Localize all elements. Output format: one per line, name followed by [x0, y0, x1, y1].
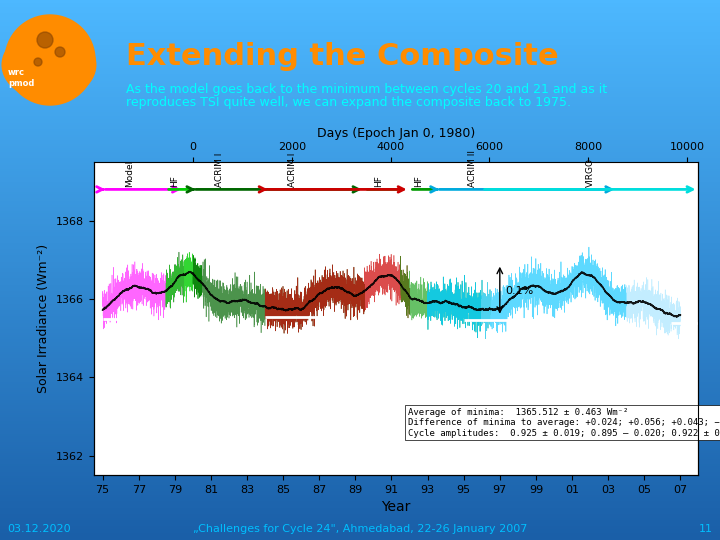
X-axis label: Year: Year	[382, 501, 410, 515]
Text: HF: HF	[374, 176, 383, 187]
Circle shape	[5, 15, 95, 105]
Text: VIRGO: VIRGO	[585, 158, 595, 187]
Text: 0.1%: 0.1%	[505, 286, 534, 296]
Text: ACRIM II: ACRIM II	[468, 151, 477, 187]
Text: HF: HF	[171, 176, 179, 187]
Text: ACRIM I: ACRIM I	[288, 153, 297, 187]
Text: Average of minima:  1365.512 ± 0.463 Wm⁻²
Difference of minima to average: +0.02: Average of minima: 1365.512 ± 0.463 Wm⁻²…	[408, 408, 720, 437]
Text: ACRIM I: ACRIM I	[215, 153, 225, 187]
Circle shape	[37, 32, 53, 48]
Text: Extending the Composite: Extending the Composite	[126, 42, 559, 71]
Text: HF: HF	[414, 176, 423, 187]
X-axis label: Days (Epoch Jan 0, 1980): Days (Epoch Jan 0, 1980)	[317, 127, 475, 140]
Circle shape	[2, 30, 96, 100]
Circle shape	[34, 58, 42, 66]
Text: As the model goes back to the minimum between cycles 20 and 21 and as it: As the model goes back to the minimum be…	[126, 83, 607, 96]
Text: „Challenges for Cycle 24", Ahmedabad, 22-26 January 2007: „Challenges for Cycle 24", Ahmedabad, 22…	[193, 524, 527, 534]
Y-axis label: Solar Irradiance (Wm⁻²): Solar Irradiance (Wm⁻²)	[37, 244, 50, 393]
Circle shape	[55, 47, 65, 57]
Text: 03.12.2020: 03.12.2020	[7, 524, 71, 534]
Text: wrc
pmod: wrc pmod	[8, 68, 35, 87]
Text: 11: 11	[699, 524, 713, 534]
Text: Model: Model	[125, 160, 134, 187]
Text: reproduces TSI quite well, we can expand the composite back to 1975.: reproduces TSI quite well, we can expand…	[126, 96, 571, 109]
